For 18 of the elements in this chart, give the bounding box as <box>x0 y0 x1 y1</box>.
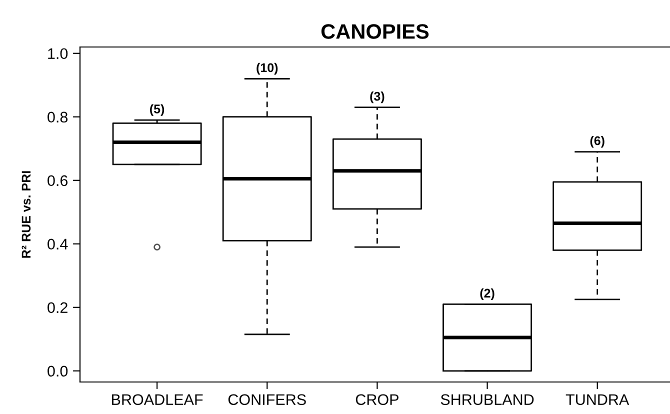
chart-title: CANOPIES <box>321 24 429 39</box>
annotation: (2) <box>480 288 494 300</box>
x-tick-label: CONIFERS <box>228 394 306 406</box>
y-tick-label: 1.0 <box>48 48 68 60</box>
annotation: (10) <box>256 62 278 75</box>
y-tick-label: 0.4 <box>48 238 68 250</box>
y-tick-label: 0.0 <box>48 366 68 377</box>
y-tick-label: 0.8 <box>48 112 68 123</box>
x-tick-label: BROADLEAF <box>112 394 203 406</box>
y-tick-label: 0.6 <box>48 175 68 186</box>
annotation: (3) <box>370 92 384 104</box>
y-tick-label: 0.2 <box>48 302 68 314</box>
x-tick-label: CROP <box>356 394 398 406</box>
annotation: (5) <box>150 104 164 116</box>
x-tick-label: SHRUBLAND <box>440 394 534 406</box>
x-tick-label: TUNDRA <box>566 394 630 406</box>
annotation: (6) <box>590 136 604 148</box>
y-axis-title: R² RUE vs. PRI <box>22 171 31 258</box>
